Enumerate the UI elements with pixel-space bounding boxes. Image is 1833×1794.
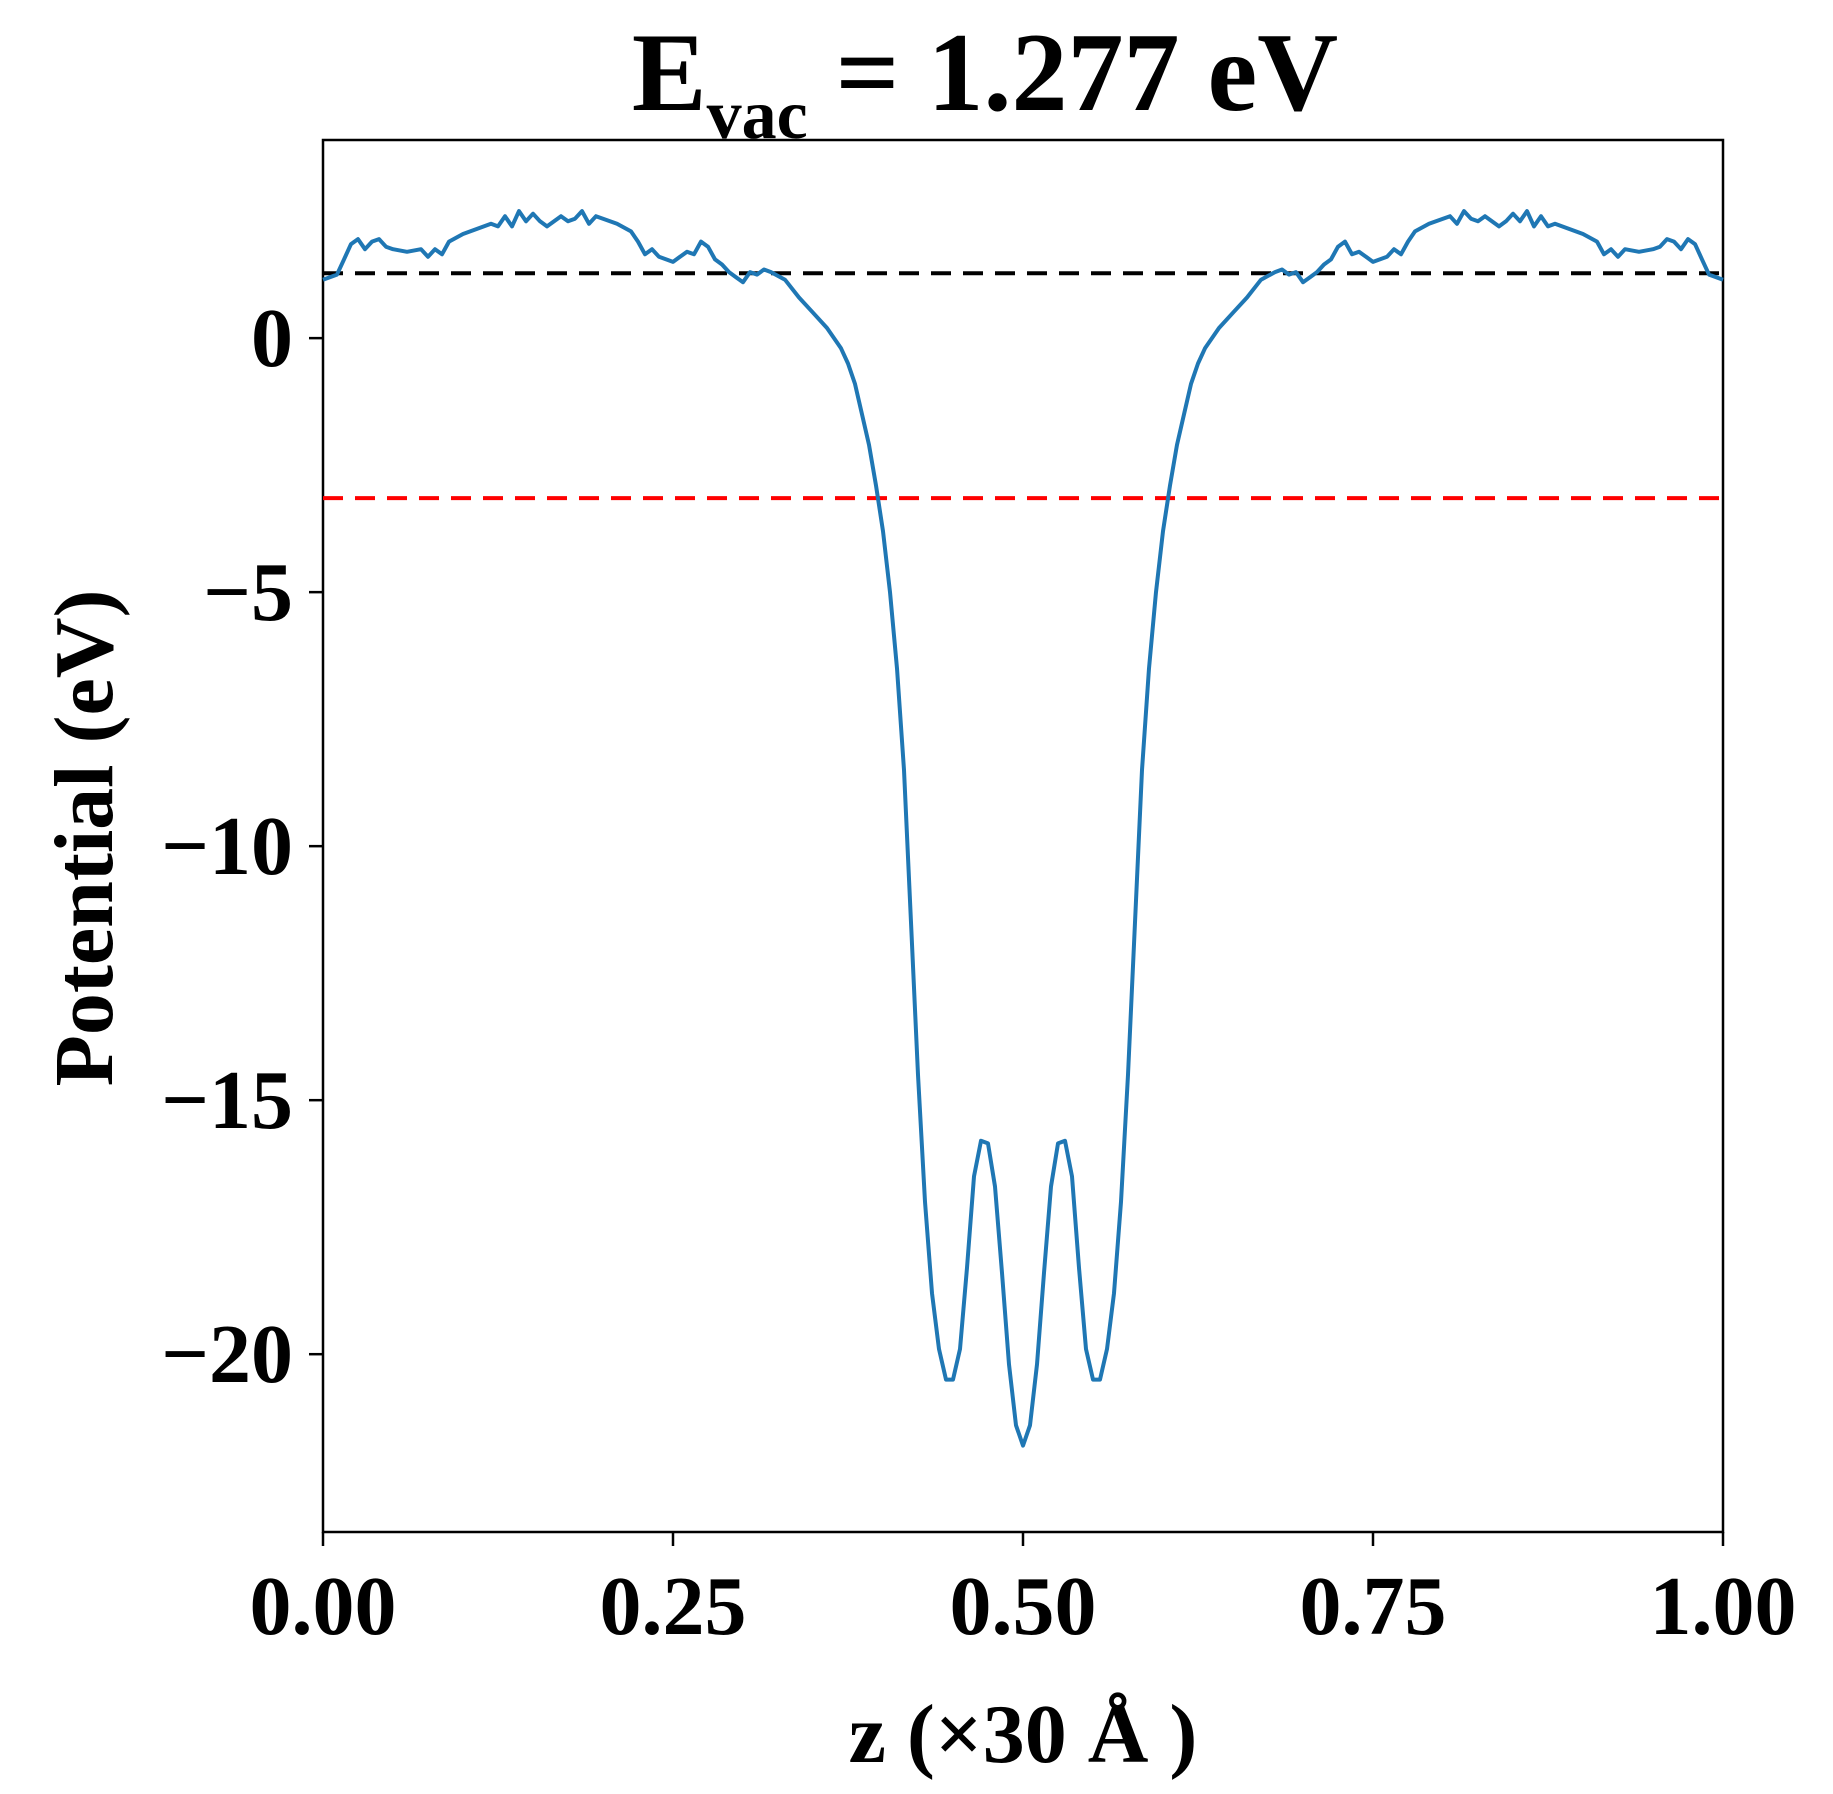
y-axis-ticks: 0 −5 −10 −15 −20 — [161, 292, 323, 1401]
y-tick-label: 0 — [251, 292, 293, 385]
x-tick-label: 0.00 — [250, 1560, 397, 1653]
chart-title-rest: = 1.277 eV — [808, 11, 1338, 135]
chart-title-main: E — [632, 11, 707, 135]
x-axis-ticks: 0.00 0.25 0.50 0.75 1.00 — [250, 1532, 1797, 1653]
x-tick-label: 0.25 — [600, 1560, 747, 1653]
y-tick-label: −15 — [161, 1054, 293, 1147]
x-tick-label: 0.75 — [1300, 1560, 1447, 1653]
y-axis-label: Potential (eV) — [38, 590, 131, 1087]
potential-series-line — [322, 209, 1724, 1448]
chart-title: Evac = 1.277 eV — [632, 11, 1338, 154]
y-tick-label: −20 — [161, 1308, 293, 1401]
x-tick-label: 1.00 — [1650, 1560, 1797, 1653]
chart-title-subscript: vac — [707, 77, 808, 154]
plot-area-frame — [321, 138, 1725, 1534]
x-axis-label: z (×30 Å ) — [849, 1688, 1198, 1781]
x-tick-label: 0.50 — [950, 1560, 1097, 1653]
y-tick-label: −5 — [203, 546, 293, 639]
y-tick-label: −10 — [161, 800, 293, 893]
